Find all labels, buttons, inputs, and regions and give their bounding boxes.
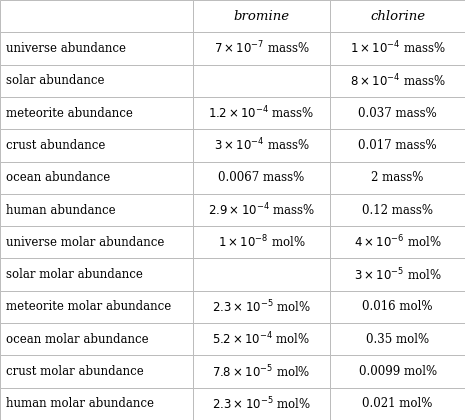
Text: $2.3\times10^{-5}$ mol%: $2.3\times10^{-5}$ mol% bbox=[212, 299, 311, 315]
Text: $2.9\times10^{-4}$ mass%: $2.9\times10^{-4}$ mass% bbox=[208, 202, 315, 218]
Bar bbox=[0, 226, 193, 258]
Text: 0.016 mol%: 0.016 mol% bbox=[362, 300, 433, 313]
Bar bbox=[0, 194, 193, 226]
Bar bbox=[193, 97, 330, 129]
Bar bbox=[0, 258, 193, 291]
Bar bbox=[330, 65, 465, 97]
Bar bbox=[330, 32, 465, 65]
Text: $3\times10^{-4}$ mass%: $3\times10^{-4}$ mass% bbox=[213, 137, 310, 154]
Text: 0.12 mass%: 0.12 mass% bbox=[362, 204, 433, 216]
Text: $3\times10^{-5}$ mol%: $3\times10^{-5}$ mol% bbox=[354, 266, 441, 283]
Bar bbox=[330, 97, 465, 129]
Bar bbox=[193, 355, 330, 388]
Text: $7\times10^{-7}$ mass%: $7\times10^{-7}$ mass% bbox=[213, 40, 310, 57]
Bar bbox=[193, 129, 330, 162]
Text: $7.8\times10^{-5}$ mol%: $7.8\times10^{-5}$ mol% bbox=[213, 363, 311, 380]
Text: 0.0099 mol%: 0.0099 mol% bbox=[359, 365, 437, 378]
Bar bbox=[193, 291, 330, 323]
Bar bbox=[330, 129, 465, 162]
Text: human abundance: human abundance bbox=[6, 204, 115, 216]
Text: 0.017 mass%: 0.017 mass% bbox=[358, 139, 437, 152]
Text: $1\times10^{-8}$ mol%: $1\times10^{-8}$ mol% bbox=[218, 234, 306, 251]
Bar bbox=[193, 162, 330, 194]
Text: $1.2\times10^{-4}$ mass%: $1.2\times10^{-4}$ mass% bbox=[208, 105, 315, 121]
Text: 0.35 mol%: 0.35 mol% bbox=[366, 333, 429, 346]
Bar bbox=[193, 258, 330, 291]
Text: bromine: bromine bbox=[233, 10, 290, 23]
Bar bbox=[0, 97, 193, 129]
Bar bbox=[193, 32, 330, 65]
Text: chlorine: chlorine bbox=[370, 10, 425, 23]
Bar bbox=[330, 388, 465, 420]
Bar bbox=[330, 226, 465, 258]
Bar bbox=[0, 32, 193, 65]
Bar bbox=[0, 388, 193, 420]
Text: $5.2\times10^{-4}$ mol%: $5.2\times10^{-4}$ mol% bbox=[213, 331, 311, 347]
Bar bbox=[193, 226, 330, 258]
Text: 0.037 mass%: 0.037 mass% bbox=[358, 107, 437, 120]
Text: $4\times10^{-6}$ mol%: $4\times10^{-6}$ mol% bbox=[354, 234, 441, 251]
Bar bbox=[0, 0, 193, 32]
Bar bbox=[193, 65, 330, 97]
Text: 0.0067 mass%: 0.0067 mass% bbox=[219, 171, 305, 184]
Bar bbox=[0, 65, 193, 97]
Bar bbox=[330, 323, 465, 355]
Bar bbox=[330, 355, 465, 388]
Bar bbox=[193, 0, 330, 32]
Bar bbox=[330, 194, 465, 226]
Text: crust abundance: crust abundance bbox=[6, 139, 105, 152]
Bar bbox=[193, 388, 330, 420]
Bar bbox=[0, 323, 193, 355]
Bar bbox=[330, 291, 465, 323]
Text: crust molar abundance: crust molar abundance bbox=[6, 365, 143, 378]
Bar bbox=[0, 355, 193, 388]
Bar bbox=[330, 0, 465, 32]
Text: universe abundance: universe abundance bbox=[6, 42, 126, 55]
Bar bbox=[0, 291, 193, 323]
Text: meteorite abundance: meteorite abundance bbox=[6, 107, 133, 120]
Text: ocean abundance: ocean abundance bbox=[6, 171, 110, 184]
Bar bbox=[0, 129, 193, 162]
Text: $8\times10^{-4}$ mass%: $8\times10^{-4}$ mass% bbox=[350, 73, 445, 89]
Text: universe molar abundance: universe molar abundance bbox=[6, 236, 164, 249]
Bar bbox=[193, 194, 330, 226]
Bar bbox=[193, 323, 330, 355]
Bar bbox=[330, 162, 465, 194]
Text: $1\times10^{-4}$ mass%: $1\times10^{-4}$ mass% bbox=[350, 40, 445, 57]
Bar bbox=[330, 258, 465, 291]
Text: 0.021 mol%: 0.021 mol% bbox=[362, 397, 433, 410]
Text: 2 mass%: 2 mass% bbox=[372, 171, 424, 184]
Text: ocean molar abundance: ocean molar abundance bbox=[6, 333, 148, 346]
Text: meteorite molar abundance: meteorite molar abundance bbox=[6, 300, 171, 313]
Text: human molar abundance: human molar abundance bbox=[6, 397, 153, 410]
Text: $2.3\times10^{-5}$ mol%: $2.3\times10^{-5}$ mol% bbox=[212, 396, 311, 412]
Bar bbox=[0, 162, 193, 194]
Text: solar abundance: solar abundance bbox=[6, 74, 104, 87]
Text: solar molar abundance: solar molar abundance bbox=[6, 268, 142, 281]
